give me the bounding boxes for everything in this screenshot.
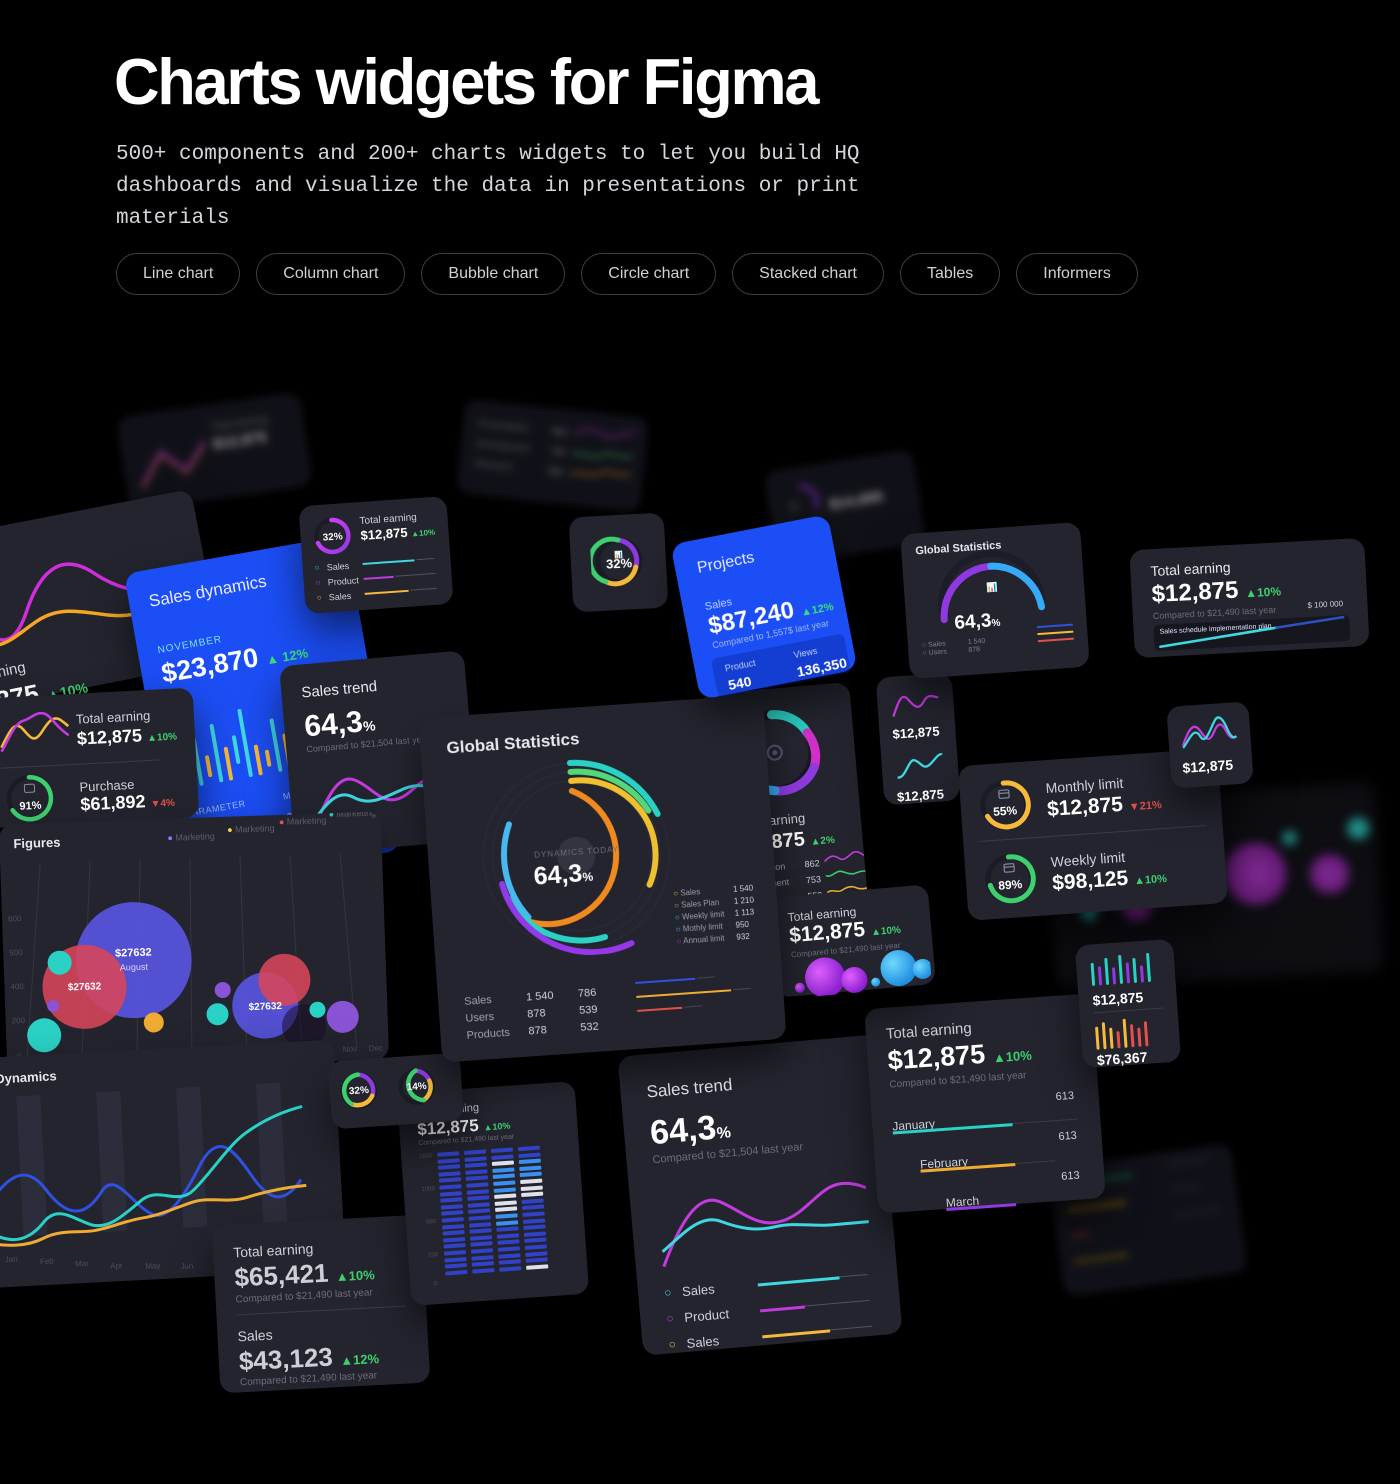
svg-text:32%: 32% [606, 555, 633, 571]
svg-text:August: August [120, 962, 149, 973]
svg-text:55%: 55% [993, 803, 1018, 819]
svg-text:91%: 91% [19, 800, 42, 813]
svg-text:89%: 89% [998, 877, 1023, 893]
svg-text:32%: 32% [322, 531, 343, 543]
svg-text:📊: 📊 [986, 581, 998, 593]
svg-text:$27632: $27632 [68, 981, 102, 993]
svg-text:$27632: $27632 [115, 946, 152, 959]
svg-text:14%: 14% [406, 1081, 427, 1093]
svg-text:32%: 32% [349, 1085, 370, 1097]
svg-text:$27632: $27632 [248, 1001, 282, 1013]
